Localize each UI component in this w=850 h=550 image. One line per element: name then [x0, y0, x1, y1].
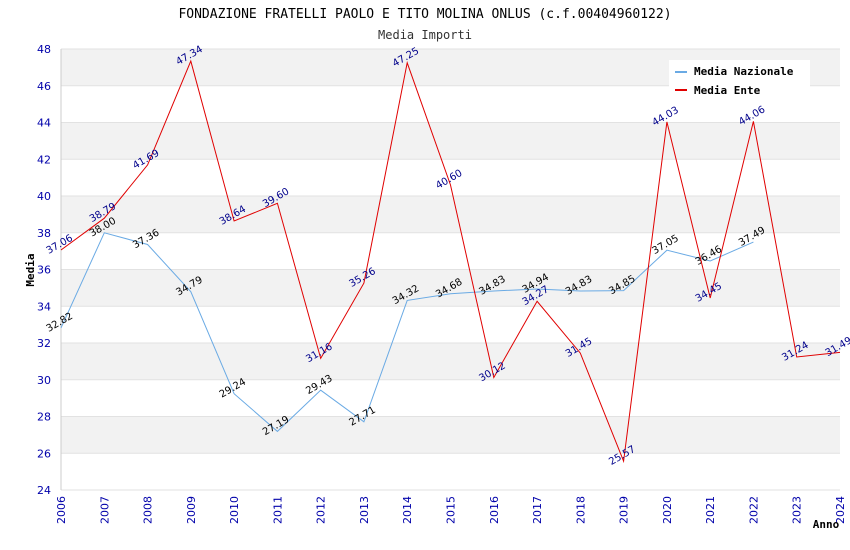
chart-subtitle: Media Importi: [378, 28, 472, 42]
x-tick-label: 2019: [618, 496, 631, 524]
y-tick-label: 28: [37, 411, 51, 424]
series-line-media-ente: [60, 59, 841, 464]
y-tick-label: 24: [37, 484, 51, 497]
grid-band: [61, 122, 840, 160]
y-tick-label: 48: [37, 43, 51, 56]
x-tick-label: 2017: [531, 496, 544, 524]
y-axis-ticks: 24 26 28 30 32 34 36 38 40 42 44 46 48: [37, 43, 51, 497]
y-tick-label: 44: [37, 117, 51, 130]
x-tick-label: 2007: [98, 496, 111, 524]
grid-band: [61, 453, 840, 490]
series-line-media-nazionale: [60, 232, 754, 433]
grid-bands: [60, 48, 840, 491]
grid-band: [61, 269, 840, 307]
x-tick-label: 2023: [791, 496, 804, 524]
x-tick-label: 2022: [747, 496, 760, 524]
legend-entry-media-nazionale: Media Nazionale: [694, 65, 794, 78]
grid-band: [61, 416, 840, 454]
x-tick-label: 2011: [271, 496, 284, 524]
x-tick-label: 2018: [574, 496, 587, 524]
x-axis-ticks: 2006 2007 2008 2009 2010 2011 2012 2013 2014 2015…: [55, 496, 847, 524]
x-tick-label: 2021: [704, 496, 717, 524]
x-tick-label: 2008: [142, 496, 155, 524]
y-tick-label: 26: [37, 447, 51, 460]
grid-band: [61, 379, 840, 417]
y-tick-label: 40: [37, 190, 51, 203]
legend: Media Nazionale Media Ente: [669, 60, 810, 100]
grid-band: [61, 196, 840, 233]
x-axis-label: Anno: [813, 518, 840, 531]
y-tick-label: 30: [37, 374, 51, 387]
grid-band: [61, 306, 840, 343]
grid-band: [61, 232, 840, 270]
y-tick-label: 32: [37, 337, 51, 350]
legend-box: [669, 60, 810, 100]
y-tick-label: 42: [37, 153, 51, 166]
y-tick-label: 38: [37, 227, 51, 240]
x-tick-label: 2012: [315, 496, 328, 524]
x-tick-label: 2006: [55, 496, 68, 524]
legend-entry-media-ente: Media Ente: [694, 84, 761, 97]
x-tick-label: 2015: [445, 496, 458, 524]
y-tick-label: 36: [37, 264, 51, 277]
x-tick-label: 2010: [228, 496, 241, 524]
y-axis-label: Media: [24, 253, 37, 286]
y-tick-label: 34: [37, 300, 51, 313]
x-tick-label: 2020: [661, 496, 674, 524]
grid-band: [61, 343, 840, 380]
grid-band: [61, 159, 840, 196]
y-tick-label: 46: [37, 80, 51, 93]
x-tick-label: 2013: [358, 496, 371, 524]
chart-title: FONDAZIONE FRATELLI PAOLO E TITO MOLINA …: [178, 7, 671, 22]
x-tick-label: 2024: [834, 496, 847, 524]
x-tick-label: 2014: [401, 496, 414, 524]
x-tick-label: 2016: [488, 496, 501, 524]
x-tick-label: 2009: [185, 496, 198, 524]
